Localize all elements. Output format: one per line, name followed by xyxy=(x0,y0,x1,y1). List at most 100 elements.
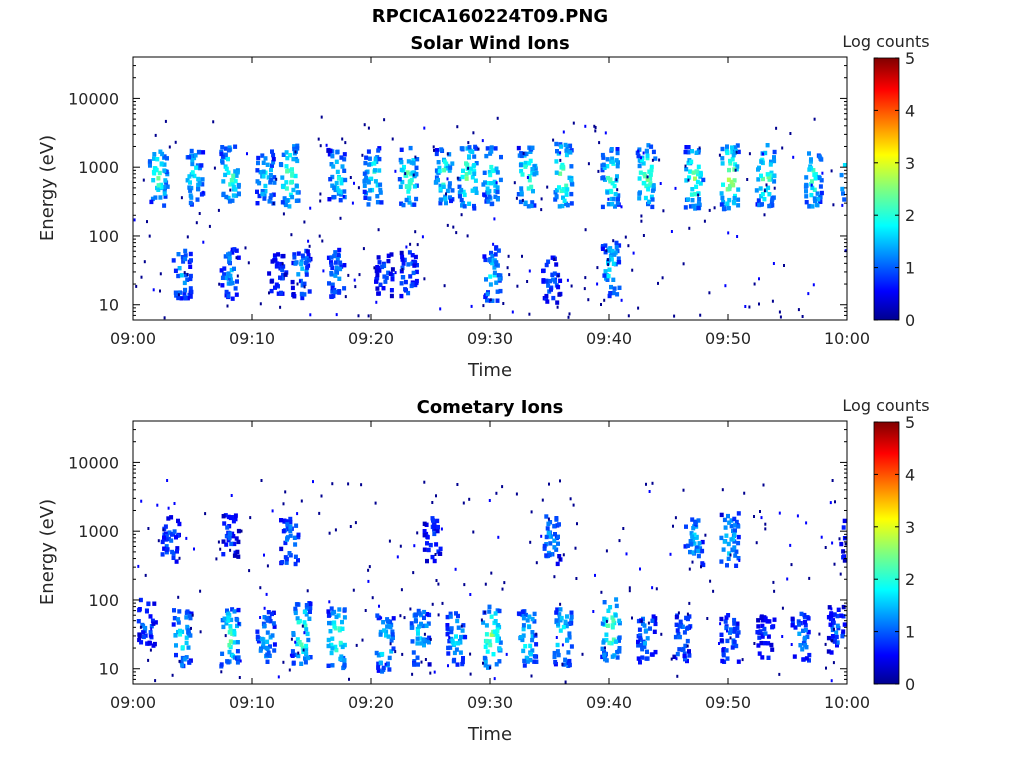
spectrogram-cell xyxy=(162,535,166,540)
spectrogram-cell xyxy=(724,625,729,631)
spectrogram-cell xyxy=(284,150,289,155)
spectrogram-cell xyxy=(337,290,342,295)
spectrogram-cell xyxy=(616,193,621,198)
spectrogram-cell xyxy=(645,636,650,641)
spectrogram-cell xyxy=(163,178,168,183)
spectrogram-cell xyxy=(472,131,475,135)
spectrogram-cell xyxy=(437,165,442,171)
spectrogram-cell xyxy=(228,277,233,282)
spectrogram-cell xyxy=(267,199,272,204)
spectrogram-cell xyxy=(726,177,731,182)
spectrogram-cell xyxy=(144,573,147,577)
spectrogram-cell xyxy=(308,601,313,606)
spectrogram-cell xyxy=(812,283,815,287)
spectrogram-cell xyxy=(815,203,820,208)
spectrogram-cell xyxy=(736,203,741,208)
spectrogram-cell xyxy=(556,652,561,658)
spectrogram-cell xyxy=(436,524,440,530)
spectrogram-cell xyxy=(480,618,483,622)
spectrogram-cell xyxy=(287,204,292,209)
spectrogram-cell xyxy=(285,536,290,541)
spectrogram-cell xyxy=(556,541,560,546)
spectrogram-cell xyxy=(527,614,532,619)
spectrogram-cell xyxy=(770,625,775,630)
spectrogram-cell xyxy=(529,203,534,209)
spectrogram-cell xyxy=(472,163,477,168)
spectrogram-cell xyxy=(735,150,738,154)
spectrogram-cell xyxy=(832,639,837,644)
spectrogram-cell xyxy=(296,251,301,256)
spectrogram-cell xyxy=(770,647,775,652)
spectrogram-cell xyxy=(756,643,761,648)
spectrogram-cell xyxy=(226,156,230,162)
spectrogram-cell xyxy=(554,547,559,552)
spectrogram-cell xyxy=(417,624,421,629)
spectrogram-cell xyxy=(754,188,759,193)
spectrogram-cell xyxy=(614,240,619,246)
spectrogram-cell xyxy=(362,247,365,251)
spectrogram-cell xyxy=(462,501,465,505)
spectrogram-cell xyxy=(797,308,800,312)
spectrogram-cell xyxy=(805,634,810,640)
spectrogram-cell xyxy=(271,509,274,513)
colorbar-tick-label: 5 xyxy=(905,49,915,68)
spectrogram-cell xyxy=(137,564,140,568)
spectrogram-cell xyxy=(262,615,267,620)
x-tick-label: 09:20 xyxy=(348,329,394,348)
spectrogram-cell xyxy=(806,629,811,635)
spectrogram-cell xyxy=(286,526,291,532)
spectrogram-cell xyxy=(258,170,263,175)
spectrogram-cell xyxy=(283,272,288,277)
spectrogram-cell xyxy=(333,273,338,278)
spectrogram-cell xyxy=(415,263,419,268)
spectrogram-cell xyxy=(188,264,193,269)
spectrogram-cell xyxy=(723,525,728,530)
spectrogram-cell xyxy=(174,559,179,564)
spectrogram-cell xyxy=(226,272,231,277)
spectrogram-cell xyxy=(693,520,698,525)
spectrogram-cell xyxy=(294,183,299,188)
spectrogram-cell xyxy=(562,198,567,203)
spectrogram-cell xyxy=(330,620,335,626)
spectrogram-cell xyxy=(729,627,733,632)
spectrogram-cell xyxy=(290,649,295,654)
spectrogram-cell xyxy=(830,607,833,611)
spectrogram-cell xyxy=(380,264,385,270)
spectrogram-cell xyxy=(367,156,372,161)
spectrogram-cell xyxy=(318,234,321,238)
spectrogram-cell xyxy=(482,170,487,175)
spectrogram-cell xyxy=(678,624,683,629)
spectrogram-cell xyxy=(304,603,309,608)
spectrogram-cell xyxy=(293,561,298,567)
spectrogram-cell xyxy=(265,616,270,621)
spectrogram-cell xyxy=(289,180,294,185)
spectrogram-cell xyxy=(232,541,237,547)
spectrogram-cell xyxy=(617,635,622,640)
spectrogram-cell xyxy=(262,623,267,629)
spectrogram-cell xyxy=(297,640,302,645)
spectrogram-cell xyxy=(618,539,621,543)
spectrogram-cell xyxy=(484,277,488,282)
spectrogram-cell xyxy=(290,279,295,285)
spectrogram-cell xyxy=(461,656,465,661)
spectrogram-cell xyxy=(738,559,741,562)
spectrogram-cell xyxy=(223,155,228,160)
spectrogram-cell xyxy=(152,171,157,176)
spectrogram-cell xyxy=(268,196,273,201)
spectrogram-cell xyxy=(496,623,501,628)
spectrogram-cell xyxy=(335,169,340,175)
spectrogram-cell xyxy=(158,195,163,200)
spectrogram-cell xyxy=(223,172,228,178)
spectrogram-cell xyxy=(187,660,192,665)
spectrogram-cell xyxy=(302,648,305,652)
spectrogram-cell xyxy=(338,266,343,272)
spectrogram-cell xyxy=(190,170,195,175)
spectrogram-cell xyxy=(265,646,270,651)
spectrogram-cell xyxy=(285,198,289,203)
spectrogram-cell xyxy=(308,655,313,660)
spectrogram-cell xyxy=(760,623,765,629)
spectrogram-cell xyxy=(235,660,240,665)
spectrogram-cell xyxy=(339,654,344,659)
colorbar-tick-label: 1 xyxy=(905,259,915,278)
spectrogram-cell xyxy=(220,283,225,288)
